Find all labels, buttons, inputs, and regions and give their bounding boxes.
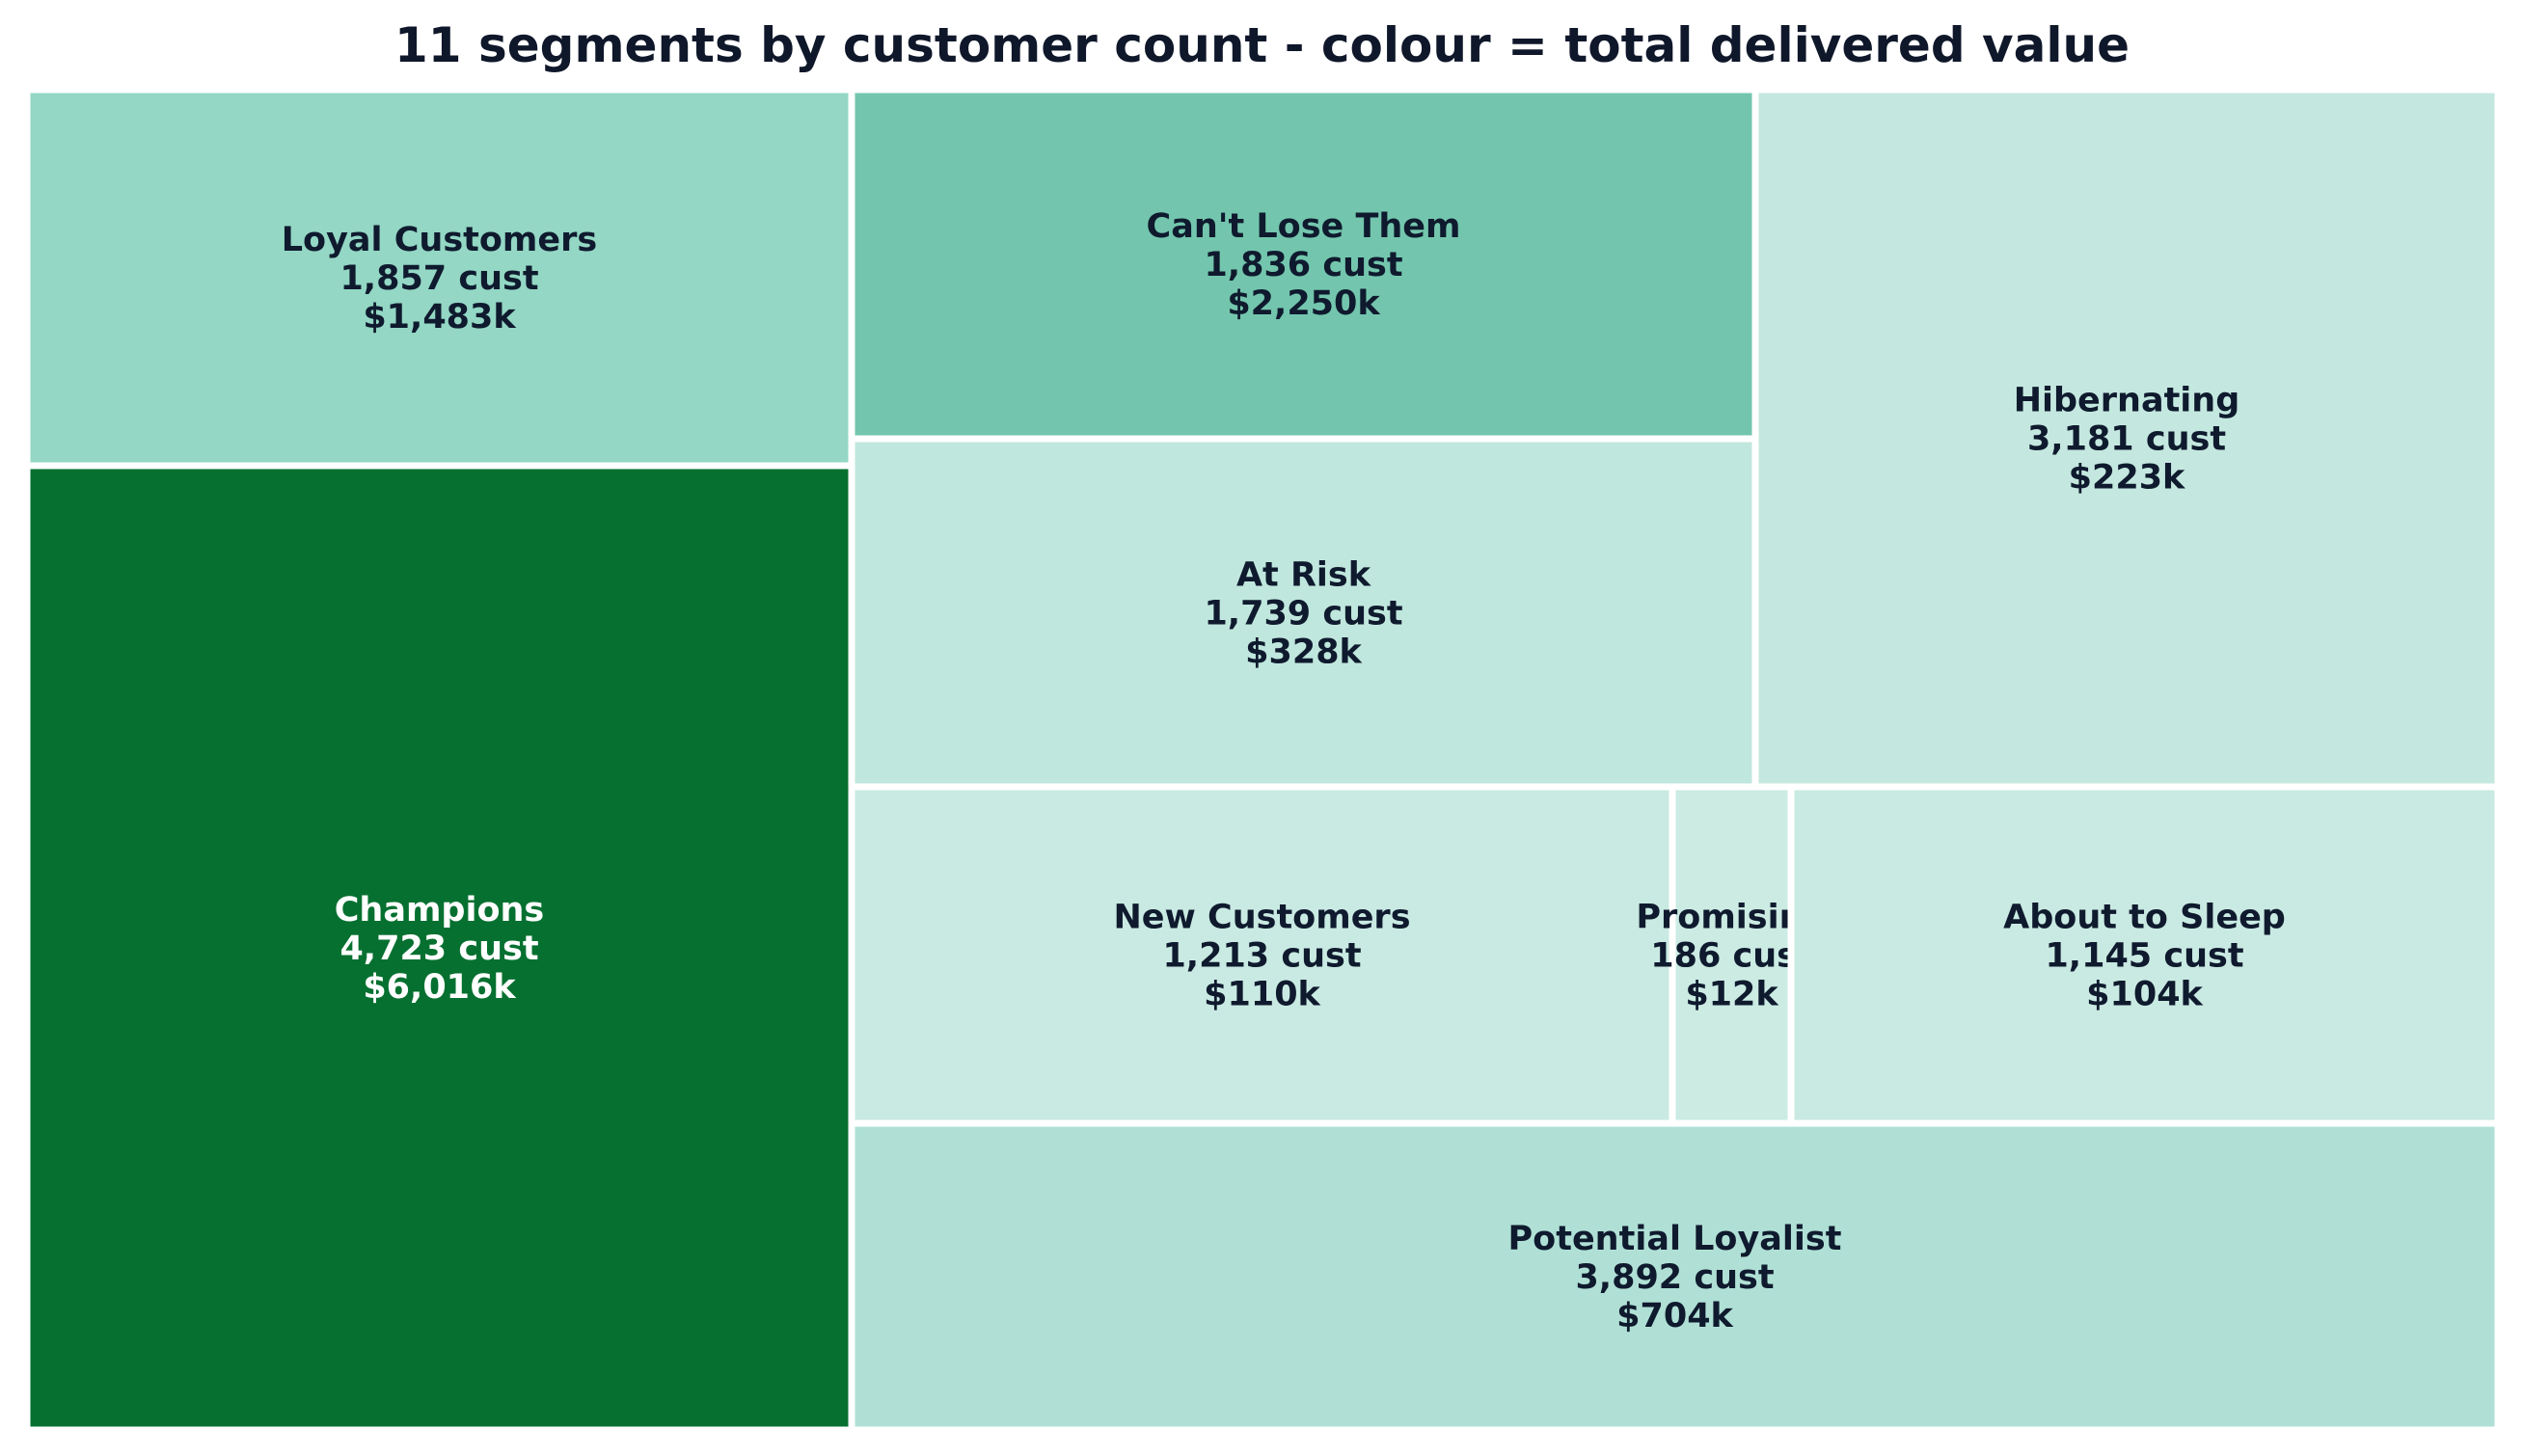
treemap-label-hibernating-value-label: $223k — [2069, 459, 2185, 498]
treemap-label-about-to-sleep-value-label: $104k — [2086, 976, 2203, 1014]
treemap-label-new-customers: New Customers 1,213 cust $110k — [1113, 899, 1410, 1014]
treemap-label-about-to-sleep-customers-label: 1,145 cust — [2045, 937, 2243, 976]
treemap-label-potential-loyalist-value-label: $704k — [1616, 1297, 1733, 1335]
treemap-cell-promising — [1669, 783, 1795, 1127]
treemap-cell-loyal-customers — [27, 90, 855, 470]
treemap-label-promising: Promising 186 cust $12k — [1636, 899, 1827, 1014]
treemap-label-potential-loyalist-name: Potential Loyalist — [1508, 1220, 1842, 1258]
treemap-label-promising-customers-label: 186 cust — [1650, 937, 1812, 976]
treemap-label-at-risk-customers-label: 1,739 cust — [1204, 595, 1402, 634]
treemap-label-champions: Champions 4,723 cust $6,016k — [335, 891, 545, 1007]
treemap-label-loyal-customers-customers-label: 1,857 cust — [339, 259, 538, 298]
treemap-label-champions-name: Champions — [335, 891, 545, 930]
treemap-label-champions-value-label: $6,016k — [363, 968, 516, 1007]
treemap-label-can-t-lose-them-value-label: $2,250k — [1227, 284, 1380, 323]
treemap-label-can-t-lose-them: Can't Lose Them 1,836 cust $2,250k — [1147, 207, 1461, 323]
treemap: Champions 4,723 cust $6,016k Loyal Customer… — [27, 90, 2498, 1430]
treemap-label-champions-customers-label: 4,723 cust — [339, 930, 538, 968]
treemap-label-hibernating: Hibernating 3,181 cust $223k — [2014, 382, 2240, 498]
chart-title: 11 segments by customer count - colour =… — [394, 17, 2130, 73]
treemap-cell-about-to-sleep — [1787, 783, 2498, 1127]
treemap-label-can-t-lose-them-customers-label: 1,836 cust — [1204, 246, 1402, 284]
treemap-cell-new-customers — [848, 783, 1676, 1127]
treemap-label-hibernating-name: Hibernating — [2014, 382, 2240, 420]
treemap-label-at-risk-value-label: $328k — [1245, 634, 1362, 672]
treemap-cell-potential-loyalist — [848, 1119, 2498, 1430]
treemap-label-new-customers-customers-label: 1,213 cust — [1162, 937, 1361, 976]
treemap-label-hibernating-customers-label: 3,181 cust — [2027, 420, 2226, 459]
treemap-label-potential-loyalist-customers-label: 3,892 cust — [1575, 1258, 1774, 1297]
treemap-label-promising-value-label: $12k — [1685, 976, 1778, 1014]
treemap-cell-champions — [27, 462, 855, 1430]
treemap-label-can-t-lose-them-name: Can't Lose Them — [1147, 207, 1461, 246]
treemap-label-loyal-customers-value-label: $1,483k — [363, 298, 516, 337]
treemap-label-about-to-sleep: About to Sleep 1,145 cust $104k — [2003, 899, 2286, 1014]
treemap-label-loyal-customers-name: Loyal Customers — [282, 221, 597, 259]
treemap-label-at-risk-name: At Risk — [1236, 556, 1371, 595]
treemap-label-new-customers-name: New Customers — [1113, 899, 1410, 937]
treemap-label-potential-loyalist: Potential Loyalist 3,892 cust $704k — [1508, 1220, 1842, 1335]
treemap-label-at-risk: At Risk 1,739 cust $328k — [1204, 556, 1402, 672]
treemap-label-new-customers-value-label: $110k — [1204, 976, 1320, 1014]
treemap-label-about-to-sleep-name: About to Sleep — [2003, 899, 2286, 937]
treemap-cell-hibernating — [1751, 90, 2498, 791]
treemap-label-loyal-customers: Loyal Customers 1,857 cust $1,483k — [282, 221, 597, 337]
